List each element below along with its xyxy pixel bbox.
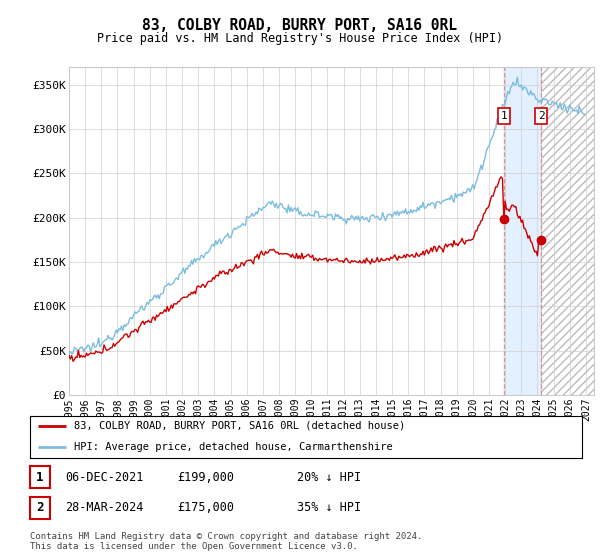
Text: 2: 2: [36, 501, 44, 515]
Text: £175,000: £175,000: [177, 501, 234, 515]
Text: 35% ↓ HPI: 35% ↓ HPI: [297, 501, 361, 515]
Text: 1: 1: [36, 470, 44, 484]
Bar: [541, 67, 594, 395]
Text: Contains HM Land Registry data © Crown copyright and database right 2024.
This d: Contains HM Land Registry data © Crown c…: [30, 532, 422, 552]
Text: 2: 2: [538, 111, 545, 121]
Text: 83, COLBY ROAD, BURRY PORT, SA16 0RL (detached house): 83, COLBY ROAD, BURRY PORT, SA16 0RL (de…: [74, 421, 406, 431]
Text: 83, COLBY ROAD, BURRY PORT, SA16 0RL: 83, COLBY ROAD, BURRY PORT, SA16 0RL: [143, 18, 458, 33]
Text: 1: 1: [500, 111, 507, 121]
Text: HPI: Average price, detached house, Carmarthenshire: HPI: Average price, detached house, Carm…: [74, 442, 393, 452]
Text: 28-MAR-2024: 28-MAR-2024: [65, 501, 143, 515]
Text: £199,000: £199,000: [177, 470, 234, 484]
Text: 06-DEC-2021: 06-DEC-2021: [65, 470, 143, 484]
Bar: [504, 67, 541, 395]
Text: Price paid vs. HM Land Registry's House Price Index (HPI): Price paid vs. HM Land Registry's House …: [97, 32, 503, 45]
Text: 20% ↓ HPI: 20% ↓ HPI: [297, 470, 361, 484]
